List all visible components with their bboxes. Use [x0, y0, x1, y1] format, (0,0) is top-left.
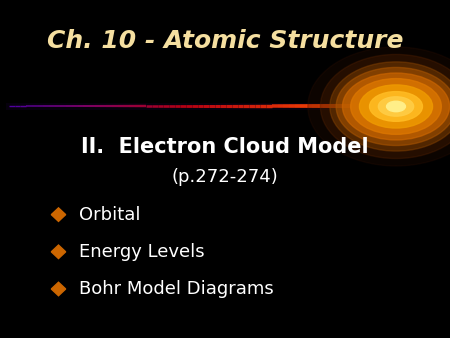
Text: II.  Electron Cloud Model: II. Electron Cloud Model	[81, 137, 369, 157]
Ellipse shape	[320, 54, 450, 159]
Ellipse shape	[336, 68, 450, 145]
Polygon shape	[51, 282, 66, 296]
Ellipse shape	[378, 97, 414, 116]
Text: Ch. 10 - Atomic Structure: Ch. 10 - Atomic Structure	[47, 28, 403, 53]
Ellipse shape	[351, 78, 441, 134]
Ellipse shape	[342, 73, 450, 140]
Ellipse shape	[387, 101, 405, 112]
Text: Bohr Model Diagrams: Bohr Model Diagrams	[79, 280, 274, 298]
Ellipse shape	[369, 92, 423, 121]
Ellipse shape	[360, 85, 432, 128]
Text: Orbital: Orbital	[79, 206, 140, 224]
Polygon shape	[51, 245, 66, 259]
Text: Energy Levels: Energy Levels	[79, 243, 204, 261]
Text: (p.272-274): (p.272-274)	[171, 168, 279, 187]
Ellipse shape	[308, 47, 450, 166]
Ellipse shape	[330, 62, 450, 151]
Polygon shape	[51, 208, 66, 221]
